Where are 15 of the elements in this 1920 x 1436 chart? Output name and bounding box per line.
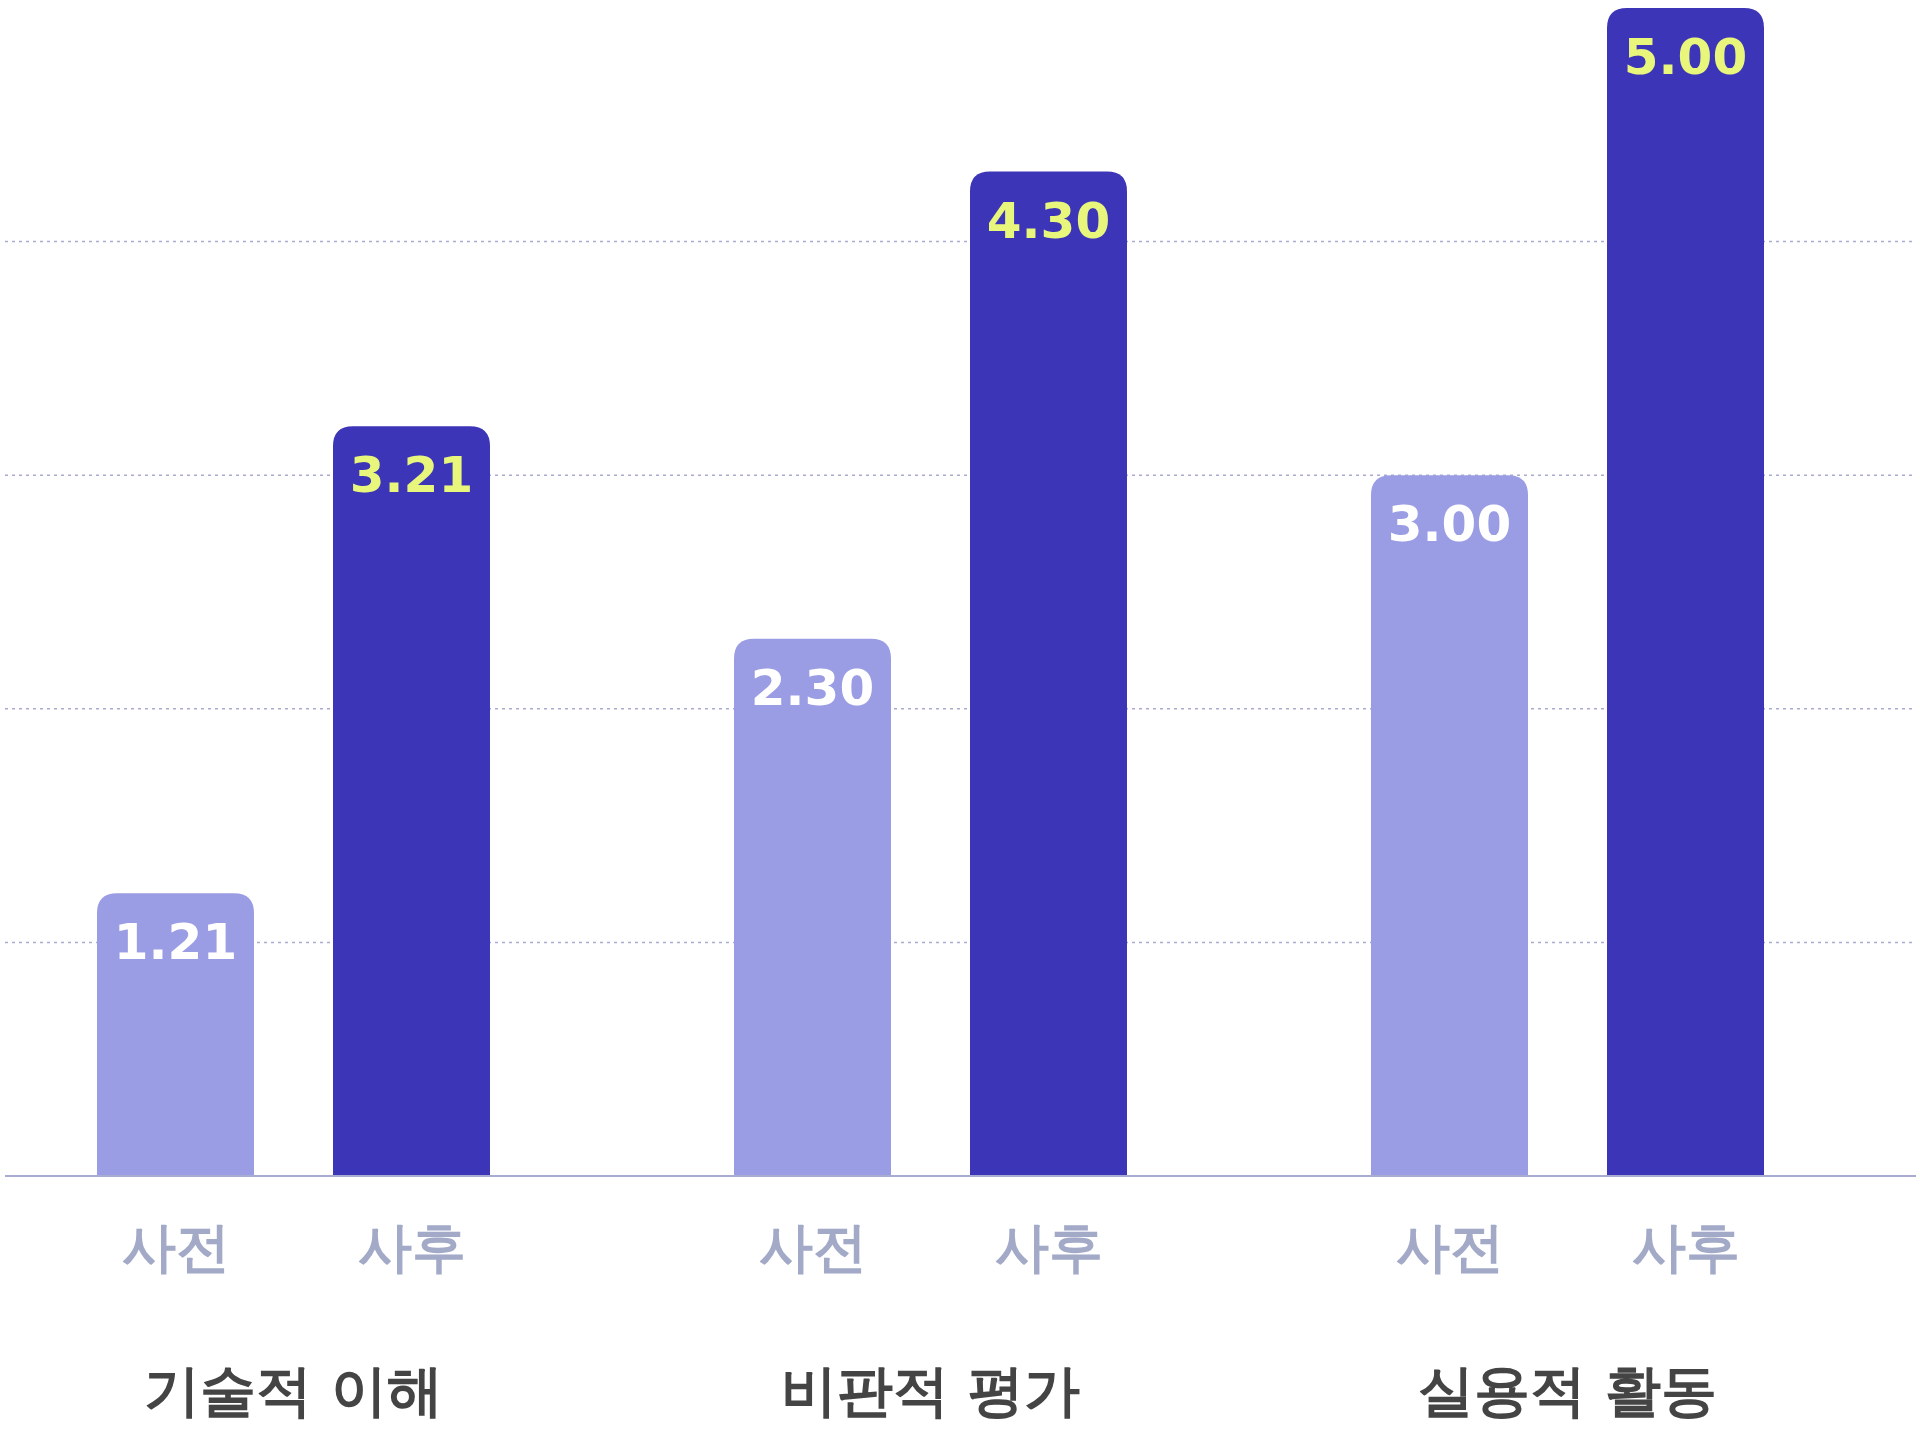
data-label: 2.30 (750, 658, 875, 717)
x-tick-label: 기술적 이해 (143, 1358, 444, 1423)
text: 사후 (994, 1216, 1103, 1279)
data-label: 3.21 (349, 446, 474, 505)
series-label: 사후 (357, 1216, 466, 1279)
text: 사전 (1395, 1216, 1504, 1279)
text: 사후 (1631, 1216, 1740, 1279)
data-label: 5.00 (1623, 28, 1748, 86)
x-tick-label: 실용적 활동 (1417, 1358, 1718, 1423)
data-label: 3.00 (1387, 495, 1512, 554)
x-tick-label: 비판적 평가 (780, 1358, 1081, 1423)
data-label: 1.21 (113, 913, 238, 972)
text: 사전 (758, 1216, 867, 1279)
series-label: 사전 (121, 1216, 230, 1279)
data-label: 4.30 (986, 191, 1111, 250)
